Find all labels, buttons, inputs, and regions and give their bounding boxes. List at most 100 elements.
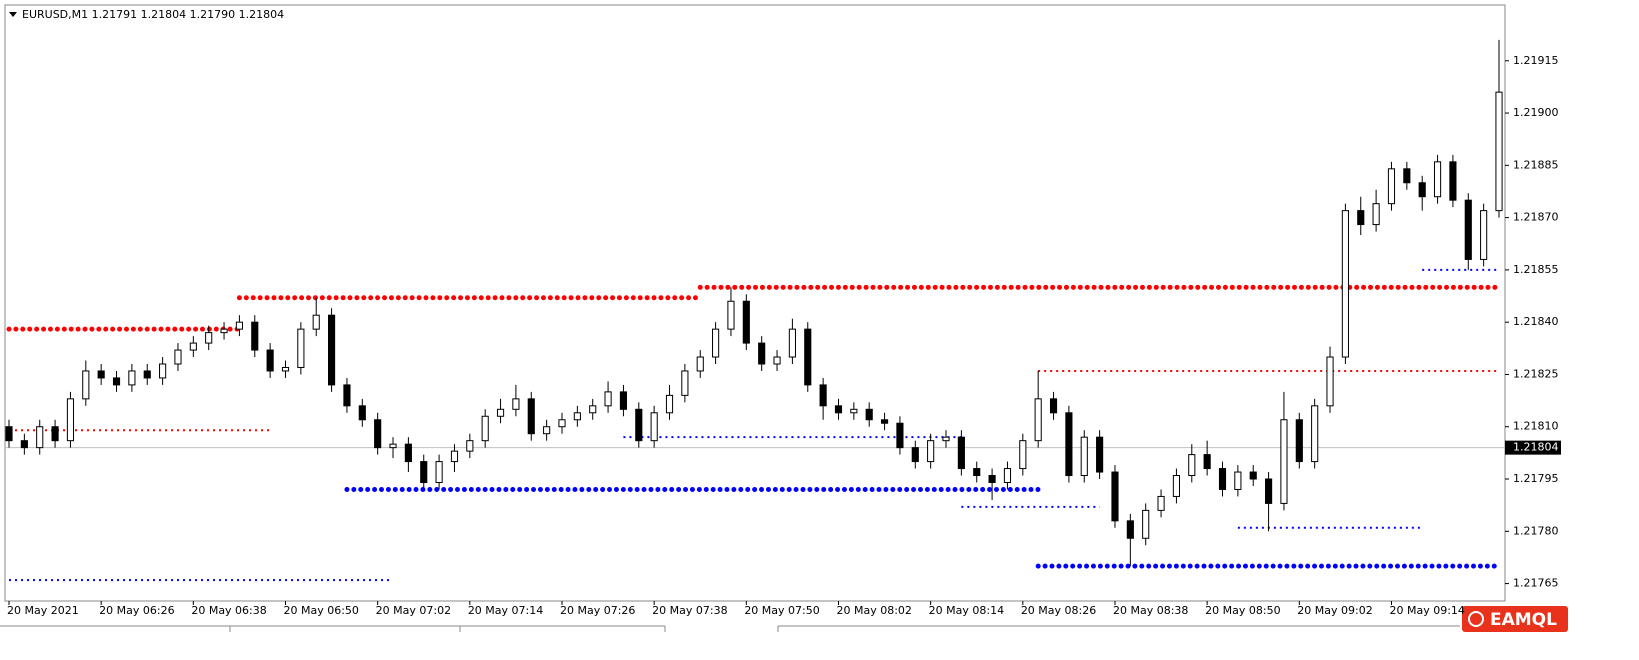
candle [82, 360, 90, 406]
candle-body [159, 363, 167, 379]
candle [727, 287, 735, 337]
candle [973, 461, 981, 483]
x-tick-label: 20 May 2021 [7, 604, 79, 617]
candle [619, 384, 628, 417]
candle-body [266, 349, 274, 372]
candle-body [558, 419, 566, 428]
candle-body [189, 342, 197, 351]
candle [1495, 39, 1503, 218]
candle-body [773, 356, 781, 365]
candle [1065, 405, 1073, 483]
candle [1249, 465, 1257, 486]
candle-body [1157, 495, 1165, 511]
candle-body [1464, 199, 1472, 260]
candle [343, 377, 351, 413]
candle-body [1065, 412, 1073, 477]
candle-body [20, 440, 28, 449]
y-tick-label: 1.21765 [1513, 577, 1559, 590]
candle [36, 419, 44, 455]
candle [527, 391, 535, 441]
candle [1326, 346, 1334, 413]
candle-body [804, 328, 812, 386]
candle [66, 391, 75, 448]
candle [97, 363, 105, 385]
candle-body [82, 370, 90, 400]
candle [374, 412, 382, 455]
x-tick-label: 20 May 06:50 [283, 604, 358, 617]
candle-body [374, 419, 382, 449]
bottom-tabs [0, 625, 1460, 632]
candle-body [297, 328, 305, 368]
candle-body [328, 314, 336, 386]
candle [435, 454, 443, 490]
chart-header: EURUSD,M1 1.21791 1.21804 1.21790 1.2180… [22, 8, 284, 21]
candle [1218, 461, 1227, 497]
candle [1341, 203, 1349, 364]
candle-body [896, 422, 904, 449]
candle-body [589, 405, 597, 414]
candle [665, 384, 674, 420]
candle-body [450, 450, 459, 463]
x-tick-label: 20 May 08:38 [1113, 604, 1188, 617]
x-tick-label: 20 May 07:26 [560, 604, 635, 617]
candle [604, 381, 612, 413]
candle-body [220, 328, 228, 334]
candle [328, 308, 336, 392]
candle [773, 350, 781, 371]
x-tick-label: 20 May 09:02 [1297, 604, 1372, 617]
candle-body [174, 349, 182, 365]
candle [696, 350, 704, 378]
candle-body [1080, 436, 1088, 477]
candle-body [1418, 182, 1426, 198]
candle-body [880, 419, 889, 424]
menu-arrow[interactable] [9, 12, 17, 17]
candle [1357, 196, 1365, 236]
candle [880, 412, 889, 431]
candle [865, 402, 873, 427]
candle-body [1172, 475, 1180, 497]
candle-body [1234, 471, 1242, 490]
candle-body [604, 391, 612, 407]
candle [1464, 193, 1472, 270]
candle [420, 454, 428, 490]
candle-body [143, 370, 151, 379]
y-tick-label: 1.21855 [1513, 263, 1559, 276]
candle [1111, 465, 1119, 528]
candle-body [1249, 471, 1257, 480]
candle-body [957, 436, 965, 470]
candle [220, 322, 228, 340]
y-tick-label: 1.21885 [1513, 158, 1559, 171]
candle-body [834, 405, 843, 414]
candle-body [1357, 210, 1365, 226]
candle [512, 384, 520, 417]
candle-body [1326, 356, 1334, 407]
candle-body [496, 408, 505, 417]
candle-body [988, 475, 996, 483]
x-tick-label: 20 May 07:38 [652, 604, 727, 617]
candle-body [865, 408, 873, 421]
candle [1203, 440, 1211, 476]
candle-body [1295, 419, 1303, 463]
candle [404, 437, 412, 473]
candle [1096, 430, 1104, 480]
price-label-box [1505, 440, 1561, 455]
candle [1080, 430, 1088, 483]
candle-body [635, 408, 643, 442]
x-tick-label: 20 May 09:14 [1389, 604, 1464, 617]
candle-body [1480, 210, 1488, 260]
candle-body [573, 412, 581, 421]
candle-body [481, 415, 489, 442]
candle [128, 363, 136, 392]
candle [189, 336, 197, 358]
candle [389, 437, 397, 459]
candle [1433, 154, 1442, 204]
candle-body [527, 398, 535, 435]
candle-body [742, 300, 750, 344]
candle [1311, 398, 1319, 469]
candle [112, 370, 121, 392]
candle-body [389, 443, 397, 449]
candle [942, 430, 950, 448]
candle [20, 433, 28, 455]
candle-body [312, 314, 320, 330]
candle [1126, 513, 1134, 567]
